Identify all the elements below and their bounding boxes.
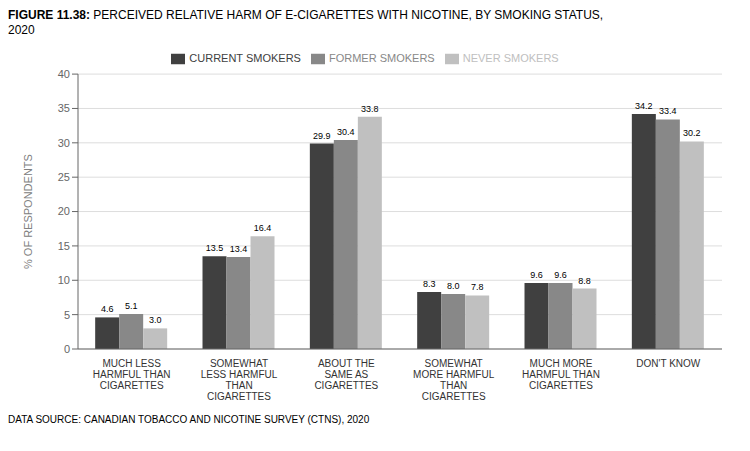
svg-text:8.8: 8.8 bbox=[578, 276, 591, 286]
svg-text:30: 30 bbox=[58, 137, 70, 149]
svg-text:34.2: 34.2 bbox=[635, 101, 653, 111]
svg-text:% OF RESPONDENTS: % OF RESPONDENTS bbox=[22, 154, 34, 269]
svg-text:30.4: 30.4 bbox=[337, 127, 355, 137]
svg-text:4.6: 4.6 bbox=[101, 304, 114, 314]
svg-text:0: 0 bbox=[64, 343, 70, 355]
svg-text:40: 40 bbox=[58, 68, 70, 80]
svg-text:SOMEWHATLESS HARMFULTHANCIGARE: SOMEWHATLESS HARMFULTHANCIGARETTES bbox=[201, 358, 278, 402]
svg-text:33.8: 33.8 bbox=[361, 104, 379, 114]
svg-text:MUCH LESSHARMFUL THANCIGARETTE: MUCH LESSHARMFUL THANCIGARETTES bbox=[93, 358, 171, 391]
svg-text:16.4: 16.4 bbox=[254, 223, 272, 233]
svg-text:13.4: 13.4 bbox=[230, 244, 248, 254]
svg-text:9.6: 9.6 bbox=[530, 270, 543, 280]
html-text:CURRENT SMOKERS: CURRENT SMOKERS bbox=[189, 52, 301, 64]
svg-text:DON'T KNOW: DON'T KNOW bbox=[636, 358, 701, 369]
svg-text:5: 5 bbox=[64, 309, 70, 321]
svg-text:SOMEWHATMORE HARMFULTHANCIGARE: SOMEWHATMORE HARMFULTHANCIGARETTES bbox=[413, 358, 495, 402]
svg-text:20: 20 bbox=[58, 205, 70, 217]
svg-text:ABOUT THESAME ASCIGARETTES: ABOUT THESAME ASCIGARETTES bbox=[314, 358, 378, 391]
html-text:NEVER SMOKERS: NEVER SMOKERS bbox=[462, 52, 559, 64]
svg-text:MUCH MOREHARMFUL THANCIGARETTE: MUCH MOREHARMFUL THANCIGARETTES bbox=[522, 358, 600, 391]
svg-text:5.1: 5.1 bbox=[125, 301, 138, 311]
svg-text:29.9: 29.9 bbox=[313, 131, 331, 141]
svg-text:10: 10 bbox=[58, 274, 70, 286]
svg-text:8.3: 8.3 bbox=[423, 279, 436, 289]
html-text:DATA SOURCE: CANADIAN TOBACCO: DATA SOURCE: CANADIAN TOBACCO AND NICOTI… bbox=[8, 414, 370, 425]
html-text:FORMER SMOKERS: FORMER SMOKERS bbox=[329, 52, 435, 64]
html-text:FIGURE 11.38: PERCEIVED RELATI: FIGURE 11.38: PERCEIVED RELATIVE HARM OF… bbox=[8, 8, 604, 37]
svg-text:8.0: 8.0 bbox=[447, 281, 460, 291]
svg-text:9.6: 9.6 bbox=[554, 270, 567, 280]
svg-text:30.2: 30.2 bbox=[683, 128, 701, 138]
svg-text:15: 15 bbox=[58, 240, 70, 252]
svg-text:13.5: 13.5 bbox=[206, 243, 224, 253]
svg-text:7.8: 7.8 bbox=[471, 282, 484, 292]
svg-text:35: 35 bbox=[58, 102, 70, 114]
svg-text:33.4: 33.4 bbox=[659, 106, 677, 116]
svg-text:3.0: 3.0 bbox=[149, 315, 162, 325]
svg-text:25: 25 bbox=[58, 171, 70, 183]
